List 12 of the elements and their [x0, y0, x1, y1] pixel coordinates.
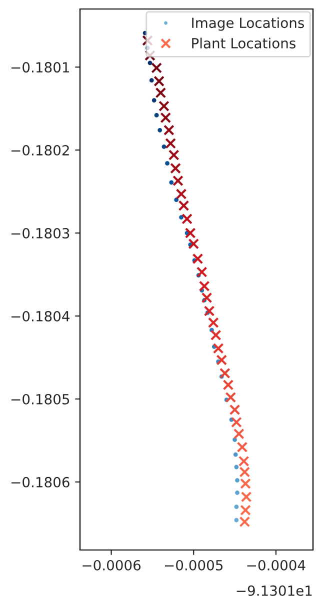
legend-label: Image Locations	[192, 17, 304, 31]
legend-label: Plant Locations	[192, 38, 296, 48]
x-tick-label: −0.0005	[164, 560, 223, 570]
y-tick-label: −0.1804	[12, 310, 70, 322]
y-tick-label: −0.1802	[12, 145, 69, 156]
y-tick-label: −0.1806	[12, 476, 70, 488]
x-tick-label: −0.0004	[247, 560, 306, 570]
x-tick-label: −0.0006	[82, 560, 141, 570]
text: −9.1301e1	[236, 585, 312, 596]
y-tick-label: −0.1803	[12, 228, 70, 239]
y-tick-label: −0.1805	[12, 394, 70, 404]
y-tick-label: −0.1801	[12, 62, 69, 73]
